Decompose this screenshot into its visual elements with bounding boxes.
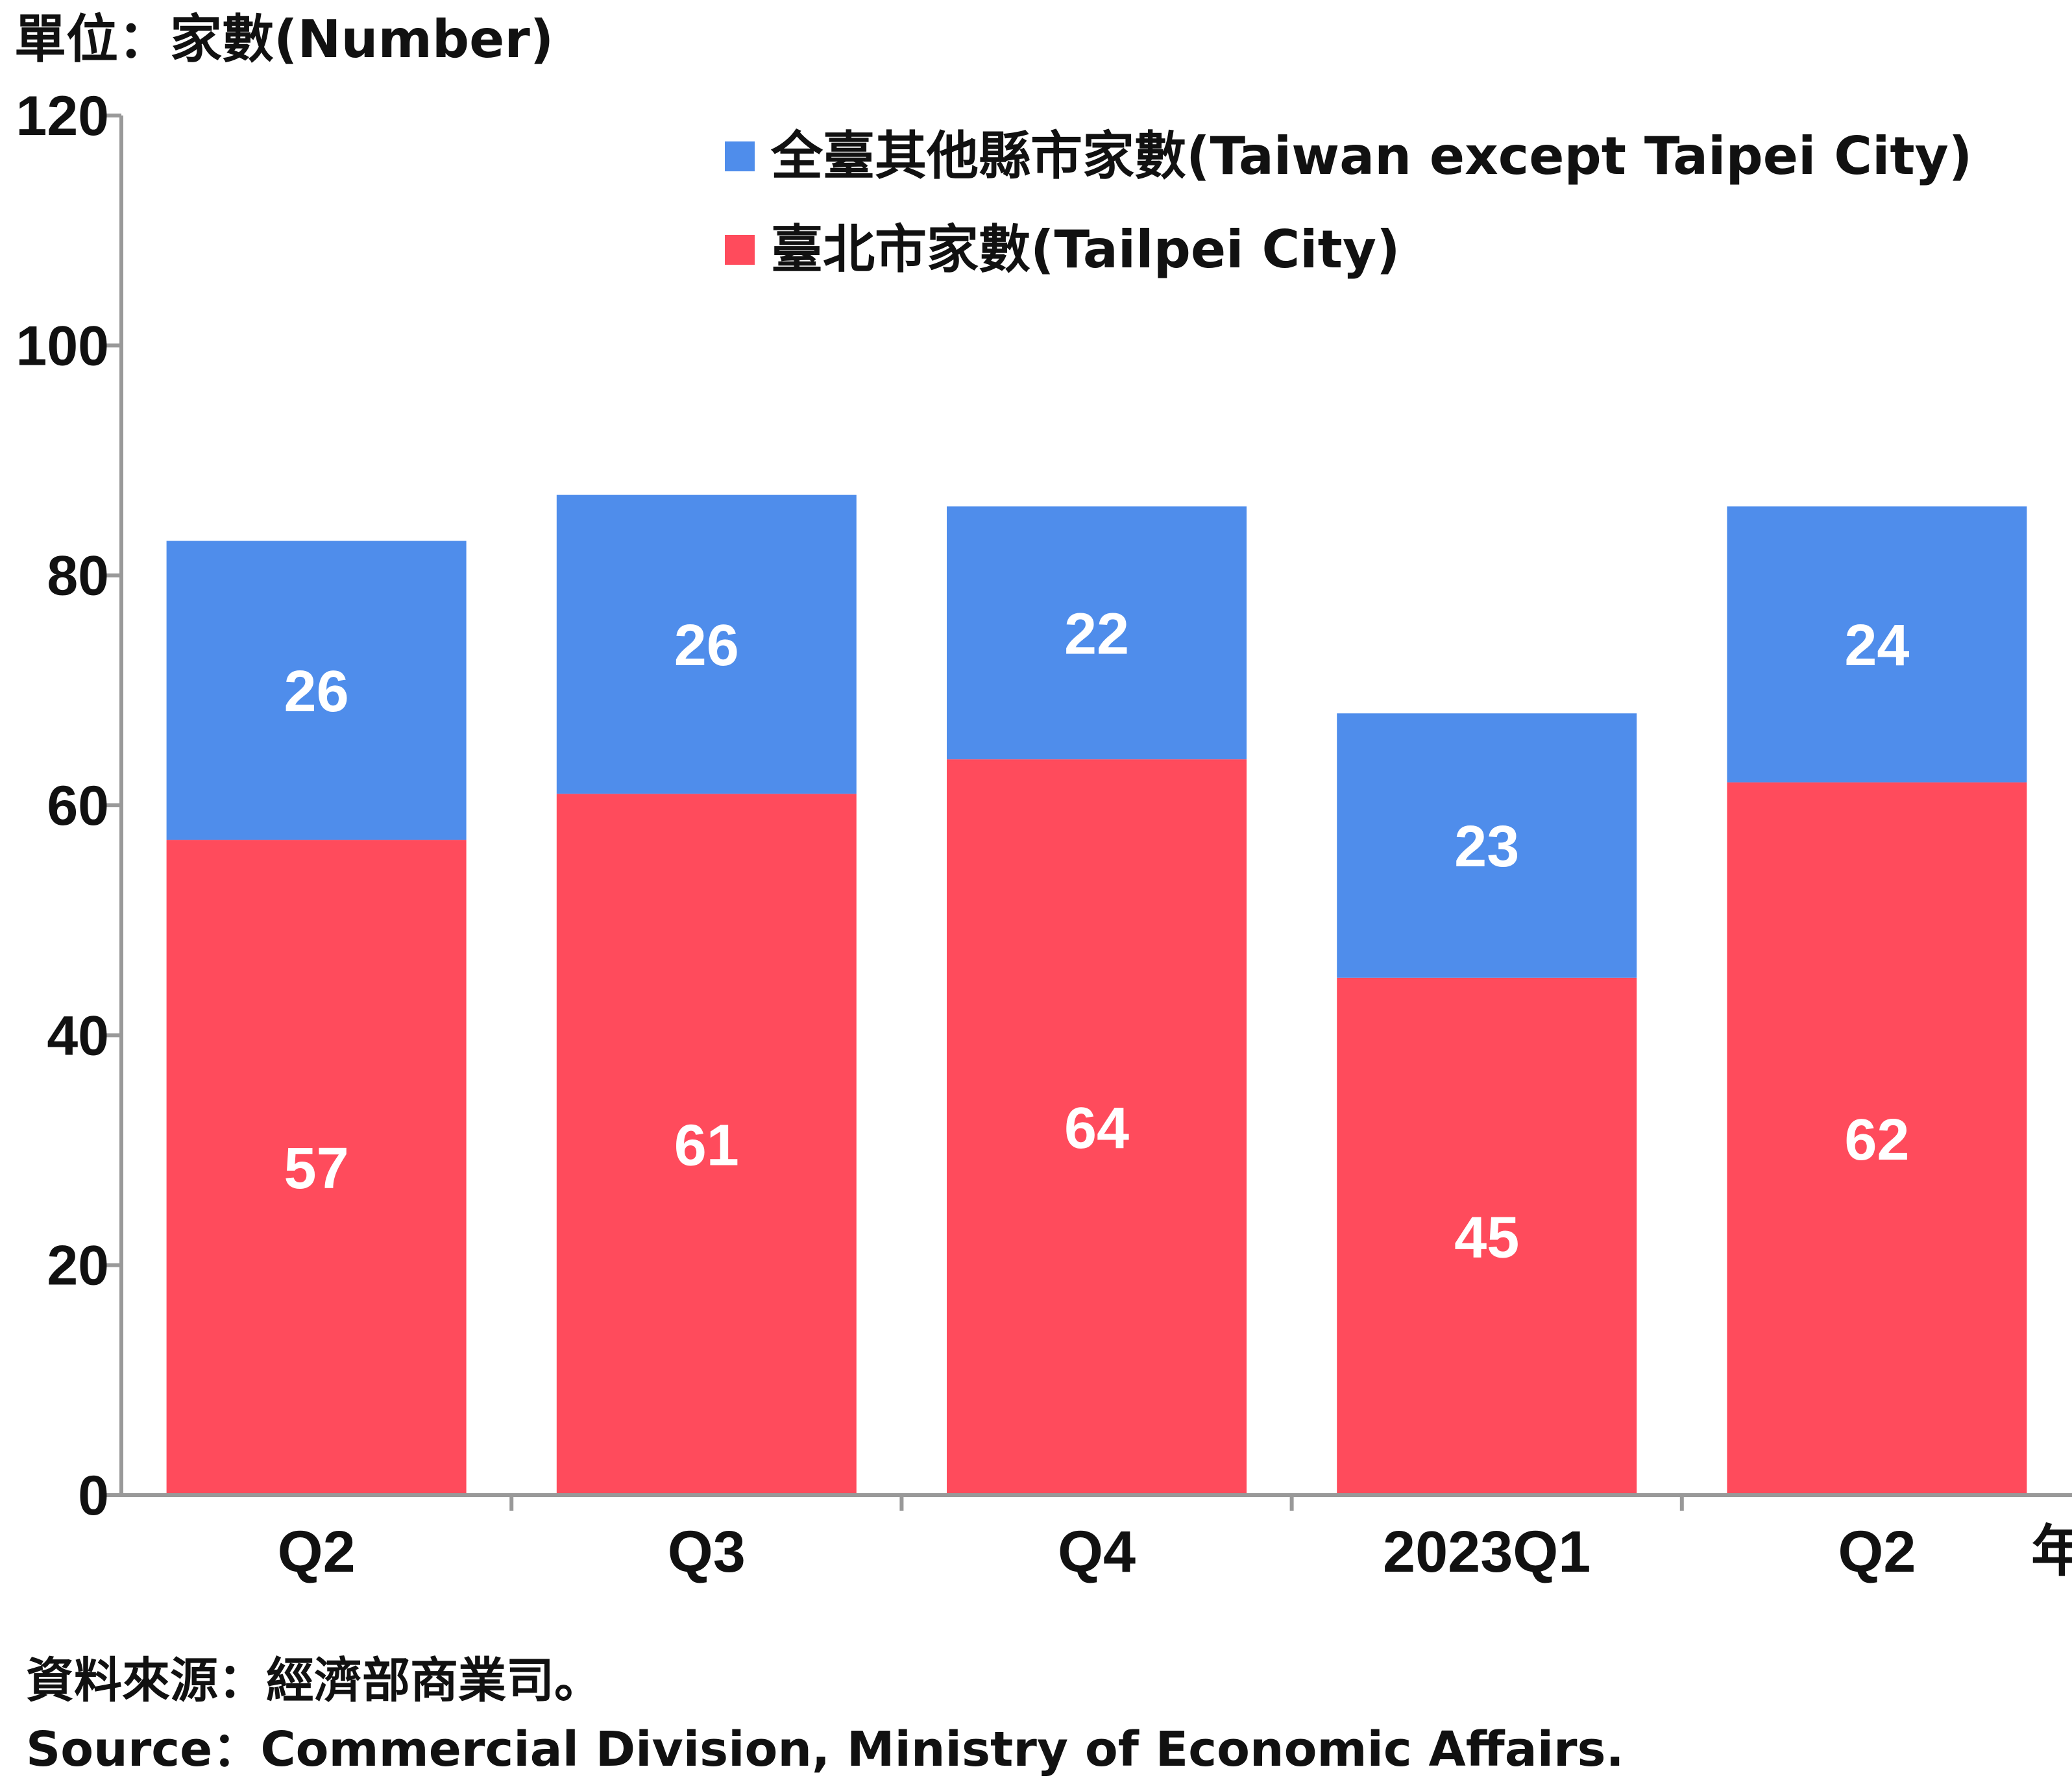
x-tick-label: Q3 [668, 1520, 746, 1585]
y-tick-label: 60 [47, 775, 109, 837]
data-label-other-2: 26 [674, 613, 739, 678]
x-tick-label: Q2 [278, 1520, 356, 1585]
y-tick-label: 20 [47, 1235, 109, 1297]
data-label-other-4: 23 [1454, 814, 1519, 879]
y-tick-label: 100 [16, 315, 110, 377]
data-label-taipei-3: 64 [1064, 1096, 1129, 1161]
data-label-other-1: 26 [284, 659, 349, 724]
source-note-en: Source：Commercial Division, Ministry of … [26, 1711, 1624, 1780]
legend-swatch-other [725, 141, 755, 171]
data-label-taipei-5: 62 [1844, 1108, 1909, 1173]
data-label-taipei-2: 61 [674, 1114, 739, 1178]
bars-layer: 57 26 61 26 64 22 45 23 62 24 [167, 495, 2027, 1495]
x-tick-label: Q2 [1838, 1520, 1916, 1585]
y-tick-label: 120 [16, 85, 110, 147]
source-note-zh: 資料來源：經濟部商業司。 [26, 1642, 602, 1711]
y-tick-label: 0 [78, 1465, 109, 1527]
y-tick-label: 40 [47, 1005, 109, 1067]
legend-label-taipei: 臺北市家數(Tailpei City) [771, 219, 1400, 280]
x-unit-label: 年 [2031, 1519, 2072, 1584]
legend-swatch-taipei [725, 235, 755, 265]
y-unit-label: 單位：家數(Number) [14, 9, 554, 69]
legend: 全臺其他縣市家數(Taiwan except Taipei City) 臺北市家數… [725, 126, 1972, 280]
data-label-taipei-4: 45 [1454, 1205, 1519, 1270]
x-tick-label: 2023Q1 [1383, 1520, 1591, 1585]
legend-label-other: 全臺其他縣市家數(Taiwan except Taipei City) [770, 126, 1972, 186]
data-label-other-5: 24 [1844, 613, 1909, 678]
y-tick-label: 80 [47, 545, 109, 607]
x-tick-label: Q4 [1058, 1520, 1136, 1585]
data-label-taipei-1: 57 [284, 1136, 349, 1201]
data-label-other-3: 22 [1064, 602, 1129, 666]
